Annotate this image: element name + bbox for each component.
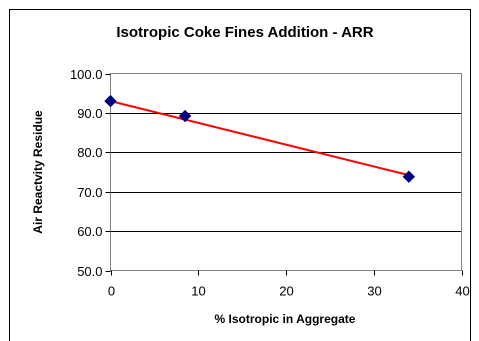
trendline <box>110 100 410 177</box>
x-tick-label: 20 <box>279 284 293 299</box>
y-tick-label: 70.0 <box>77 185 102 200</box>
y-tick-label: 80.0 <box>77 145 102 160</box>
data-markers <box>104 94 416 183</box>
x-tick-label: 10 <box>191 284 205 299</box>
trendline-group <box>110 100 410 177</box>
data-point-marker <box>104 94 117 108</box>
x-tick-label: 30 <box>367 284 381 299</box>
chart-border <box>9 9 471 341</box>
data-point-marker <box>402 170 416 183</box>
y-tick-label: 90.0 <box>77 106 102 121</box>
chart-title: Isotropic Coke Fines Addition - ARR <box>116 24 373 41</box>
y-tick-label: 60.0 <box>77 224 102 239</box>
x-tick-label: 0 <box>108 284 115 299</box>
data-point-marker <box>178 109 192 123</box>
y-tick-label: 50.0 <box>77 264 102 279</box>
y-axis-ticks: 50.0 60.0 70.0 80.0 90.0 100.0 <box>70 67 111 279</box>
x-tick-label: 40 <box>455 284 469 299</box>
y-axis-label: Air Reactvity Residue <box>31 110 45 234</box>
x-axis-label: % Isotropic in Aggregate <box>215 312 356 326</box>
gridlines <box>110 113 462 232</box>
x-axis-ticks: 0 10 20 30 40 <box>108 270 470 299</box>
y-tick-label: 100.0 <box>70 67 103 82</box>
